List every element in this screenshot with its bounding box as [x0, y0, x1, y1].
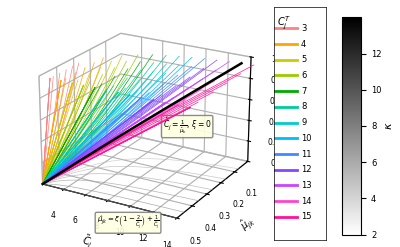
Text: 11: 11 [301, 149, 312, 159]
Text: $\hat{\mu}_{jk} = \xi\left(1-\frac{2}{\tilde{C}_j}\right)+\frac{1}{\tilde{C}_j}$: $\hat{\mu}_{jk} = \xi\left(1-\frac{2}{\t… [96, 214, 160, 232]
Text: 10: 10 [301, 134, 312, 143]
Text: 13: 13 [301, 181, 312, 190]
Text: 5: 5 [301, 55, 306, 64]
Y-axis label: $\kappa$: $\kappa$ [384, 122, 394, 130]
Text: 14: 14 [301, 197, 312, 206]
Text: $\tilde{C}_j = \frac{1}{\hat{\mu}_k},\, \xi=0$: $\tilde{C}_j = \frac{1}{\hat{\mu}_k},\, … [163, 117, 211, 136]
Text: 6: 6 [301, 71, 306, 80]
Text: 4: 4 [301, 40, 306, 48]
Text: $C_j^T$: $C_j^T$ [277, 14, 291, 32]
Text: 7: 7 [301, 87, 306, 96]
Text: 15: 15 [301, 212, 312, 221]
X-axis label: $\tilde{C}_j$: $\tilde{C}_j$ [80, 232, 95, 247]
Text: 12: 12 [301, 165, 312, 174]
Text: 9: 9 [301, 118, 306, 127]
Text: 8: 8 [301, 103, 306, 111]
Text: 3: 3 [301, 24, 306, 33]
Y-axis label: $\hat{\mu}_{jk}$: $\hat{\mu}_{jk}$ [237, 212, 258, 234]
